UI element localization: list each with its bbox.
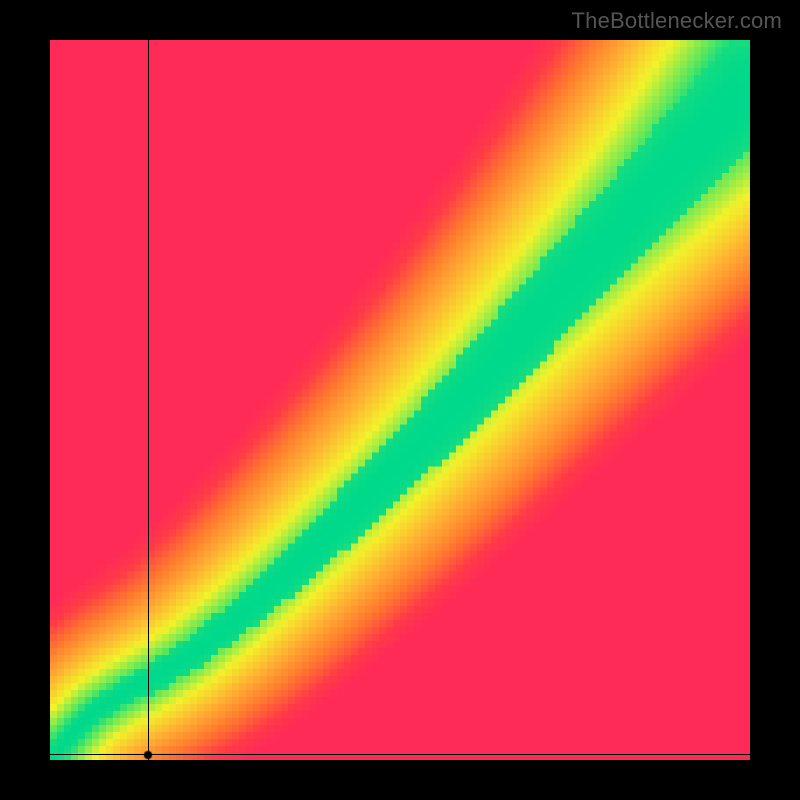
watermark-text: TheBottlenecker.com [572,8,782,34]
plot-area [50,40,750,760]
crosshair-horizontal [50,754,750,755]
chart-container: TheBottlenecker.com [0,0,800,800]
bottleneck-heatmap [50,40,750,760]
crosshair-vertical [148,40,149,760]
crosshair-dot [143,750,153,760]
